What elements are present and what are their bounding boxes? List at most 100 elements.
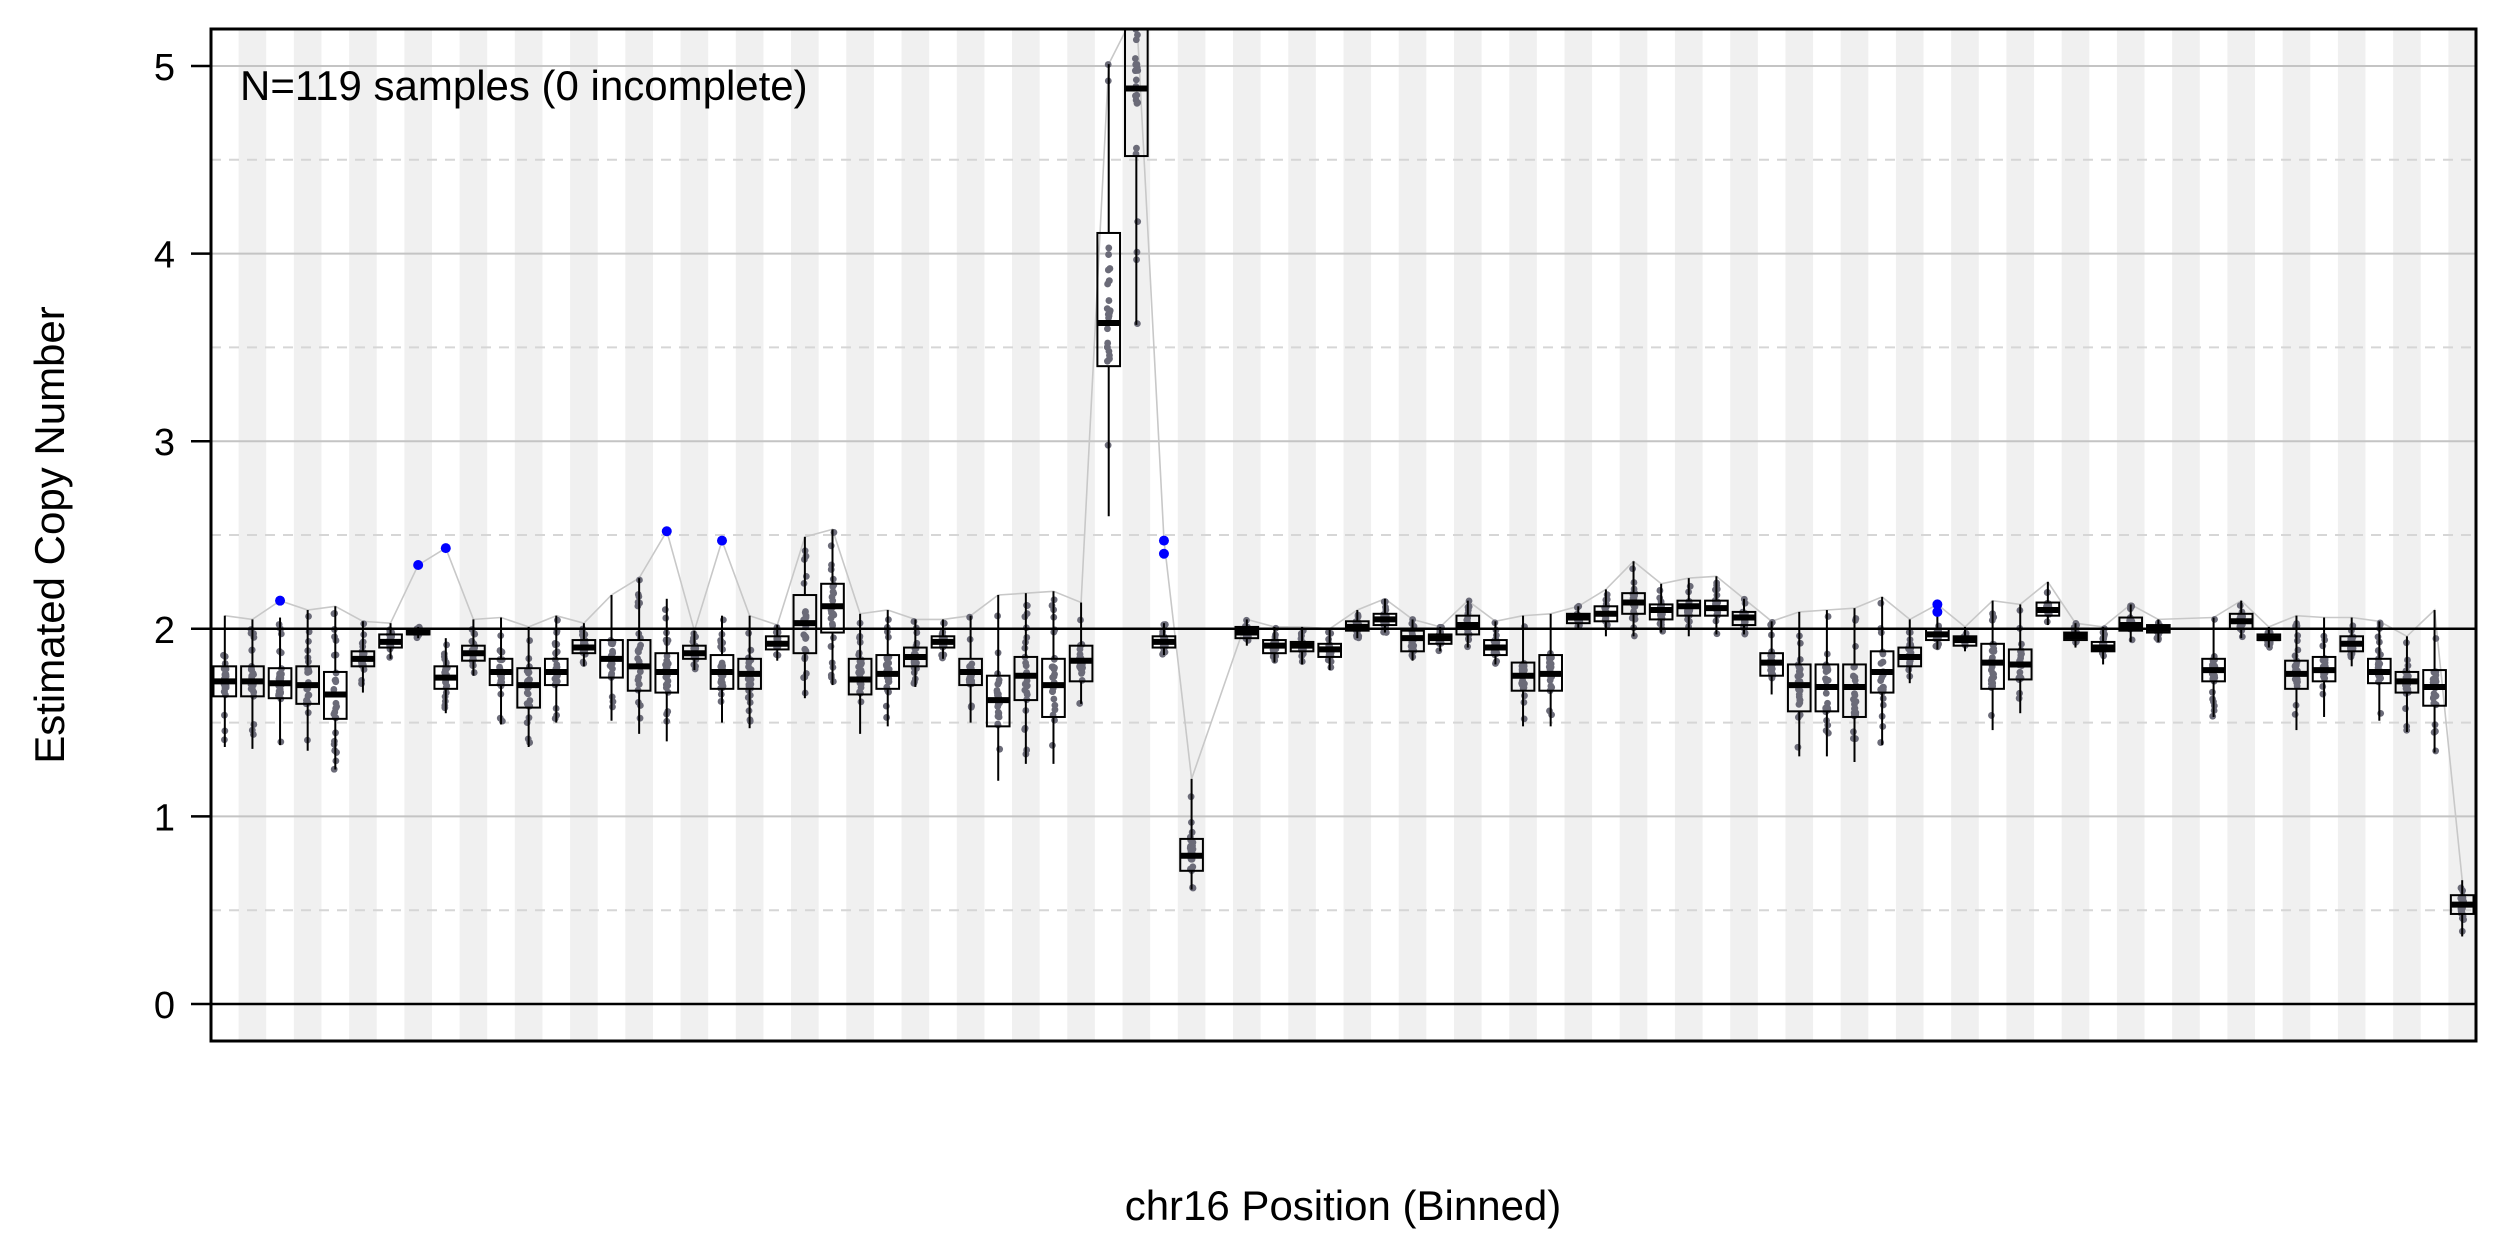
outlier-points <box>275 526 1943 617</box>
sample-point <box>664 660 672 668</box>
sample-point <box>1023 677 1031 684</box>
box-bin <box>2311 617 2337 717</box>
sample-point <box>1547 663 1555 671</box>
sample-point <box>2432 671 2440 679</box>
sample-point <box>2375 659 2382 667</box>
box-bin <box>1814 610 1840 757</box>
sample-point <box>524 690 532 698</box>
sample-point <box>2319 683 2327 690</box>
box-bin <box>516 626 541 747</box>
sample-point <box>1465 597 1473 605</box>
sample-point <box>304 667 312 675</box>
plot-frame <box>209 27 2478 1043</box>
sample-point <box>830 581 838 589</box>
sample-point <box>636 702 644 709</box>
median-connector <box>224 29 2463 881</box>
sample-point <box>2319 642 2327 650</box>
sample-point <box>1988 712 1995 719</box>
sample-point <box>2375 673 2383 681</box>
box-bin <box>1068 602 1094 704</box>
sample-point <box>1990 645 1998 653</box>
box-bin <box>2284 615 2309 731</box>
box-iqr <box>1980 642 2005 690</box>
sample-point <box>1106 351 1113 359</box>
sample-point <box>747 676 755 683</box>
sample-point <box>2209 688 2216 696</box>
box-bin <box>792 536 818 699</box>
box-bin <box>405 626 431 639</box>
box-bin <box>1786 611 1812 757</box>
sample-point <box>719 616 727 624</box>
sample-point <box>2291 710 2299 718</box>
sample-point <box>1133 320 1141 328</box>
outlier-point <box>440 543 451 554</box>
box-bin <box>2201 617 2226 717</box>
y-tick-label: 1 <box>154 797 175 839</box>
sample-point <box>636 668 644 676</box>
sample-point <box>883 714 891 721</box>
box-bin <box>1925 615 1950 650</box>
sample-point <box>744 694 752 701</box>
sample-point <box>2018 640 2025 648</box>
sample-point <box>333 749 340 756</box>
sample-point <box>277 688 284 696</box>
sample-point <box>2432 635 2440 642</box>
sample-point <box>248 685 256 693</box>
box-bin <box>1593 589 1619 637</box>
sample-point <box>747 646 755 654</box>
box-bin <box>1041 591 1066 764</box>
sample-point <box>1050 695 1058 703</box>
box-bin <box>599 595 624 721</box>
sample-point <box>1849 672 1857 680</box>
y-tick-label: 5 <box>154 47 175 89</box>
sample-point <box>885 675 893 683</box>
outlier-point <box>413 560 424 571</box>
sample-point <box>1023 682 1031 690</box>
sample-point <box>801 632 809 640</box>
sample-point <box>1603 595 1611 603</box>
sample-point <box>664 636 672 644</box>
box-bin <box>1759 621 1784 695</box>
sample-point <box>1327 629 1335 637</box>
sample-point <box>2377 709 2385 717</box>
sample-point <box>717 679 725 687</box>
sample-point <box>857 684 865 691</box>
sample-point <box>2018 650 2025 658</box>
sample-point <box>551 715 559 722</box>
box-bin <box>1538 613 1563 727</box>
sample-point <box>635 673 643 681</box>
sample-point <box>1851 691 1859 699</box>
sample-point <box>2016 668 2024 676</box>
sample-point <box>1877 599 1885 607</box>
x-axis-title: chr16 Position (Binned) <box>1125 1182 1562 1229</box>
box-bin <box>1124 29 1149 325</box>
sample-point <box>1796 696 1804 704</box>
sample-point <box>1906 660 1914 667</box>
sample-point <box>1327 663 1335 671</box>
median-connector-line <box>224 29 2463 881</box>
sample-point <box>1134 99 1142 107</box>
outlier-point <box>275 595 286 606</box>
box-bin <box>267 617 293 746</box>
box-bin <box>1013 593 1039 764</box>
sample-point <box>1133 144 1140 152</box>
sample-point <box>2319 690 2327 698</box>
sample-point <box>330 765 338 773</box>
sample-point <box>1105 244 1113 252</box>
box-bin <box>240 619 265 749</box>
box-bin <box>1179 778 1204 890</box>
sample-point <box>2291 662 2299 670</box>
box-bin <box>350 621 376 693</box>
sample-point <box>855 670 863 678</box>
sample-point <box>277 649 285 657</box>
sample-point <box>663 652 671 660</box>
box-bin <box>1621 561 1646 637</box>
sample-point <box>609 665 616 673</box>
sample-point <box>1103 343 1111 351</box>
box-bin <box>2422 610 2447 753</box>
box-bin <box>2063 623 2088 648</box>
sample-point <box>1822 675 1829 683</box>
box-bin <box>2118 604 2144 642</box>
box-bin <box>2035 581 2061 626</box>
sample-point <box>662 673 670 681</box>
